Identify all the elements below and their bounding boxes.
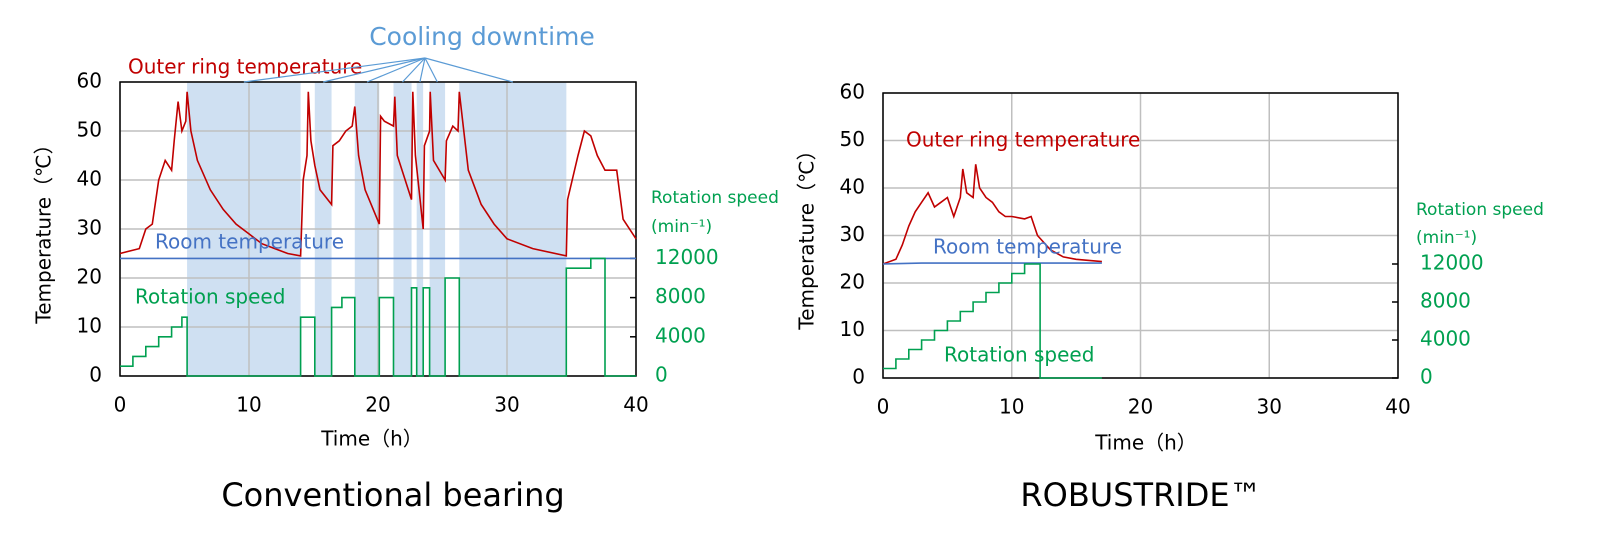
x-tick-label: 40 [623, 393, 648, 417]
y-tick-label: 60 [840, 80, 865, 104]
y2-axis-label: (min⁻¹) [651, 217, 712, 237]
series-line [882, 164, 1102, 265]
y-tick-label: 50 [77, 118, 102, 142]
series-label: Outer ring temperature [906, 128, 1140, 152]
y2-tick-label: 12000 [1420, 251, 1484, 275]
y2-axis-label: Rotation speed [651, 188, 779, 208]
annotation-pointer [419, 57, 426, 83]
annotation-pointer [402, 57, 426, 83]
series-line [883, 263, 1102, 379]
y-axis-label: Temperature（℃） [32, 134, 56, 324]
series-label: Rotation speed [944, 343, 1094, 367]
x-tick-label: 30 [494, 393, 519, 417]
y-axis-label: Temperature（℃） [795, 140, 819, 330]
series-line [882, 262, 1102, 265]
x-tick-label: 20 [365, 393, 390, 417]
x-tick-label: 30 [1257, 395, 1282, 419]
y-tick-label: 60 [77, 69, 102, 93]
y2-axis-label: Rotation speed [1416, 200, 1544, 220]
y-tick-label: 20 [77, 265, 102, 289]
x-tick-label: 0 [877, 395, 890, 419]
y-tick-label: 0 [89, 363, 102, 387]
y-tick-label: 10 [840, 317, 865, 341]
y2-tick-label: 0 [1420, 365, 1433, 389]
y-tick-label: 40 [77, 167, 102, 191]
series-label: Room temperature [155, 230, 344, 254]
annotation-pointer [424, 57, 438, 83]
y-tick-label: 30 [77, 216, 102, 240]
y-tick-label: 30 [840, 222, 865, 246]
chart-caption: ROBUSTRIDE™ [1020, 476, 1261, 514]
series-label: Outer ring temperature [128, 55, 362, 79]
plot-frame [882, 92, 1399, 379]
annotation-pointer [366, 57, 426, 83]
y2-tick-label: 0 [655, 363, 668, 387]
y2-tick-label: 4000 [1420, 327, 1471, 351]
x-tick-label: 10 [236, 393, 261, 417]
annotation-pointer [323, 57, 426, 83]
y2-tick-label: 8000 [1420, 289, 1471, 313]
y2-tick-label: 8000 [655, 284, 706, 308]
y-tick-label: 10 [77, 314, 102, 338]
chart-caption: Conventional bearing [221, 476, 564, 514]
y2-tick-label: 12000 [655, 245, 719, 269]
series-line [119, 91, 637, 257]
x-tick-label: 10 [999, 395, 1024, 419]
y-tick-label: 20 [840, 270, 865, 294]
annotation-pointer [243, 57, 426, 83]
series-label: Rotation speed [135, 285, 285, 309]
y-tick-label: 40 [840, 175, 865, 199]
series-line [120, 257, 636, 377]
series-label: Room temperature [933, 235, 1122, 259]
x-tick-label: 20 [1128, 395, 1153, 419]
annotation-pointer [424, 57, 513, 83]
y-tick-label: 50 [840, 127, 865, 151]
x-axis-label: Time（h） [320, 427, 423, 451]
y2-axis-label: (min⁻¹) [1416, 228, 1477, 248]
x-tick-label: 0 [114, 393, 127, 417]
x-axis-label: Time（h） [1094, 431, 1197, 455]
annotation: Cooling downtime [369, 22, 595, 51]
y2-tick-label: 4000 [655, 323, 706, 347]
x-tick-label: 40 [1385, 395, 1410, 419]
y-tick-label: 0 [852, 365, 865, 389]
